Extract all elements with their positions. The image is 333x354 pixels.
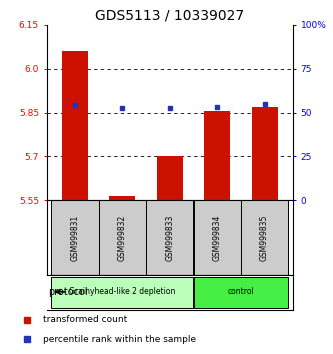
Bar bbox=[157, 156, 183, 200]
Text: GSM999834: GSM999834 bbox=[213, 214, 222, 261]
Bar bbox=[241, 200, 288, 275]
Text: GSM999833: GSM999833 bbox=[165, 214, 174, 261]
Bar bbox=[62, 51, 88, 200]
Bar bbox=[146, 200, 193, 275]
Text: control: control bbox=[227, 287, 254, 296]
Bar bbox=[204, 111, 230, 200]
Text: GSM999831: GSM999831 bbox=[71, 215, 80, 261]
Title: GDS5113 / 10339027: GDS5113 / 10339027 bbox=[95, 8, 244, 22]
Bar bbox=[193, 277, 288, 308]
Text: GSM999835: GSM999835 bbox=[260, 214, 269, 261]
Text: GSM999832: GSM999832 bbox=[118, 215, 127, 261]
Text: percentile rank within the sample: percentile rank within the sample bbox=[43, 335, 196, 344]
Text: transformed count: transformed count bbox=[43, 315, 128, 324]
Bar bbox=[99, 200, 146, 275]
Bar bbox=[51, 200, 99, 275]
Bar bbox=[193, 200, 241, 275]
Bar bbox=[110, 196, 136, 200]
Bar bbox=[251, 107, 278, 200]
Bar bbox=[51, 277, 193, 308]
Text: protocol: protocol bbox=[48, 287, 88, 297]
Text: Grainyhead-like 2 depletion: Grainyhead-like 2 depletion bbox=[69, 287, 175, 296]
